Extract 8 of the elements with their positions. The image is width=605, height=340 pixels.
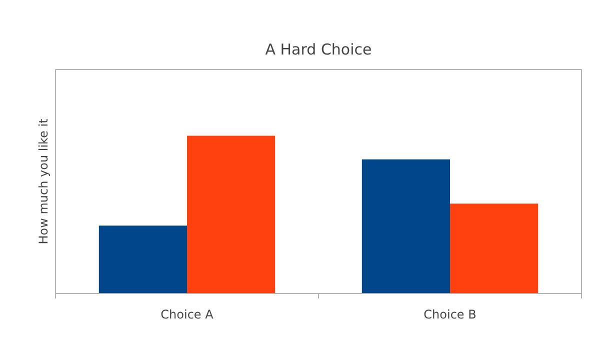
chart-title: A Hard Choice: [265, 40, 372, 58]
bar: [187, 136, 276, 294]
x-tick-label: Choice A: [160, 308, 214, 322]
bar: [362, 159, 450, 294]
bar: [450, 204, 538, 294]
y-axis-title: How much you like it: [36, 118, 50, 244]
bar: [98, 226, 187, 294]
x-tick-label: Choice B: [424, 308, 476, 322]
